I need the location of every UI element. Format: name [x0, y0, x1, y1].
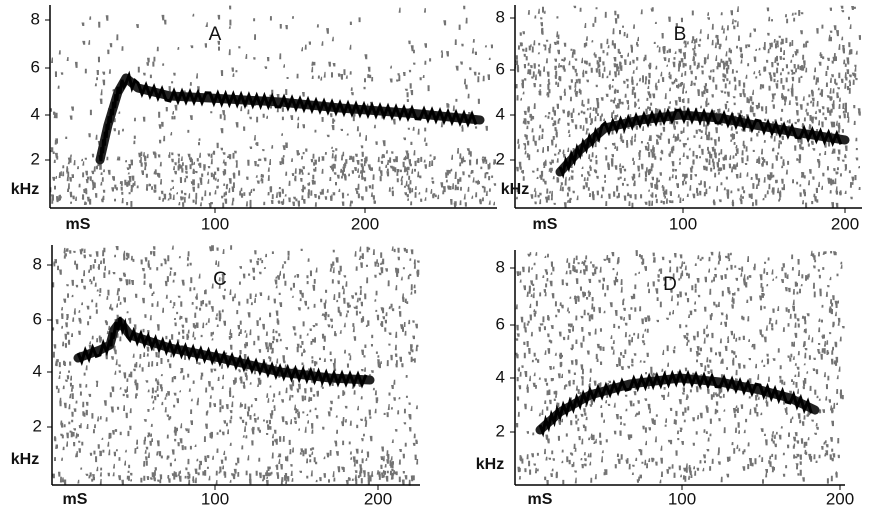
spectrogram-panel	[515, 250, 845, 486]
x-tick-label: 200	[826, 489, 854, 508]
y-tick-label: 6	[33, 309, 42, 328]
x-tick-label: 100	[201, 214, 229, 233]
y-axis-label: kHz	[11, 451, 39, 468]
y-axis-label: kHz	[476, 456, 504, 473]
y-tick-label: 2	[31, 149, 40, 168]
panel-label: D	[663, 274, 677, 295]
noise	[49, 5, 497, 209]
x-tick-label: 100	[201, 489, 229, 508]
x-tick-label: 100	[669, 214, 697, 233]
y-tick-label: 8	[31, 9, 40, 28]
y-tick-label: 6	[31, 57, 40, 76]
call-modulation	[76, 316, 368, 389]
call-modulation	[98, 70, 478, 162]
y-axis-label: kHz	[11, 181, 39, 198]
y-tick-label: 2	[33, 416, 42, 435]
x-axis-label: mS	[66, 216, 91, 233]
x-tick-label: 200	[351, 214, 379, 233]
y-tick-label: 4	[496, 104, 505, 123]
noise	[52, 245, 420, 486]
y-tick-label: 4	[496, 367, 505, 386]
panel-label: C	[213, 269, 227, 290]
x-axis-label: mS	[63, 491, 88, 508]
spectrogram-panel	[49, 5, 497, 209]
y-axis-label: kHz	[501, 181, 529, 198]
x-axis-label: mS	[528, 491, 553, 508]
x-tick-label: 100	[668, 489, 696, 508]
noise	[515, 250, 845, 486]
panel-label: A	[209, 24, 222, 45]
call-modulation	[538, 368, 813, 438]
y-tick-label: 6	[496, 314, 505, 333]
spectrogram-panel	[52, 245, 420, 486]
y-tick-label: 4	[31, 104, 40, 123]
x-tick-label: 200	[364, 489, 392, 508]
y-tick-label: 8	[496, 7, 505, 26]
y-tick-label: 2	[496, 149, 505, 168]
y-tick-label: 8	[33, 254, 42, 273]
spectrogram-panel	[514, 5, 861, 209]
y-tick-label: 4	[33, 361, 42, 380]
y-tick-label: 2	[496, 421, 505, 440]
panel-label: B	[674, 24, 687, 45]
call-trace	[95, 73, 485, 165]
y-tick-label: 6	[496, 59, 505, 78]
call-modulation	[558, 106, 843, 179]
x-axis-label: mS	[533, 216, 558, 233]
noise	[514, 5, 861, 209]
y-tick-label: 8	[496, 257, 505, 276]
x-tick-label: 200	[831, 214, 859, 233]
